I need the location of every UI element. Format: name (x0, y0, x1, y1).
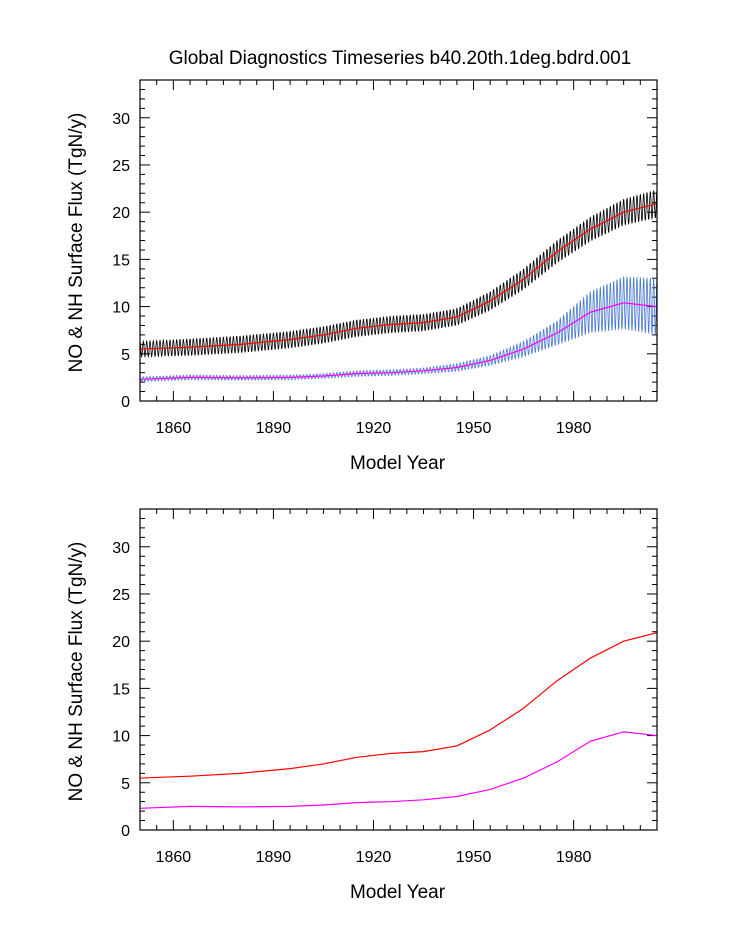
x-axis-label: Model Year (350, 453, 446, 474)
y-tick-label: 25 (112, 587, 130, 604)
y-tick-label: 0 (121, 394, 130, 411)
nh-monthly-line (140, 276, 657, 383)
x-axis-label: Model Year (350, 882, 446, 903)
nh-annual-mean-line (140, 302, 657, 380)
y-tick-label: 0 (121, 823, 130, 840)
y-tick-label: 15 (112, 681, 130, 698)
y-tick-label: 25 (112, 158, 130, 175)
plot-frame (139, 508, 658, 831)
bottom-panel: 1860 1890 1920 1950 1980 0 5 10 15 20 25 30 Model Ye… (66, 508, 658, 903)
x-tick-label: 1920 (356, 420, 392, 437)
y-axis-label: NO & NH Surface Flux (TgN/y) (66, 113, 87, 373)
y-axis-label: NO & NH Surface Flux (TgN/y) (66, 542, 87, 802)
x-tick-label: 1860 (156, 420, 192, 437)
top-panel: 1860 1890 1920 1950 1980 0 5 10 15 20 25 30 Model Ye… (66, 79, 658, 474)
series-group (140, 189, 657, 383)
plot-frame (139, 79, 658, 402)
y-tick-label: 5 (121, 347, 130, 364)
y-tick-label: 30 (112, 540, 130, 557)
y-tick-label: 10 (112, 729, 130, 746)
x-tick-label: 1920 (356, 849, 392, 866)
y-tick-label: 20 (112, 634, 130, 651)
series-group (140, 632, 657, 809)
y-tick-label: 5 (121, 776, 130, 793)
x-tick-label: 1890 (256, 420, 292, 437)
figure-title: Global Diagnostics Timeseries b40.20th.1… (169, 48, 632, 69)
y-tick-label: 20 (112, 205, 130, 222)
y-tick-label: 30 (112, 111, 130, 128)
x-tick-label: 1860 (156, 849, 192, 866)
x-tick-label: 1950 (456, 420, 492, 437)
x-tick-label: 1950 (456, 849, 492, 866)
no-annual-mean-line (140, 632, 657, 779)
x-tick-label: 1980 (556, 420, 592, 437)
y-tick-label: 15 (112, 252, 130, 269)
x-tick-label: 1980 (556, 849, 592, 866)
x-tick-label: 1890 (256, 849, 292, 866)
y-tick-label: 10 (112, 300, 130, 317)
no-monthly-line (140, 189, 657, 359)
no-annual-mean-line (140, 203, 657, 350)
nh-annual-mean-line (140, 731, 657, 809)
